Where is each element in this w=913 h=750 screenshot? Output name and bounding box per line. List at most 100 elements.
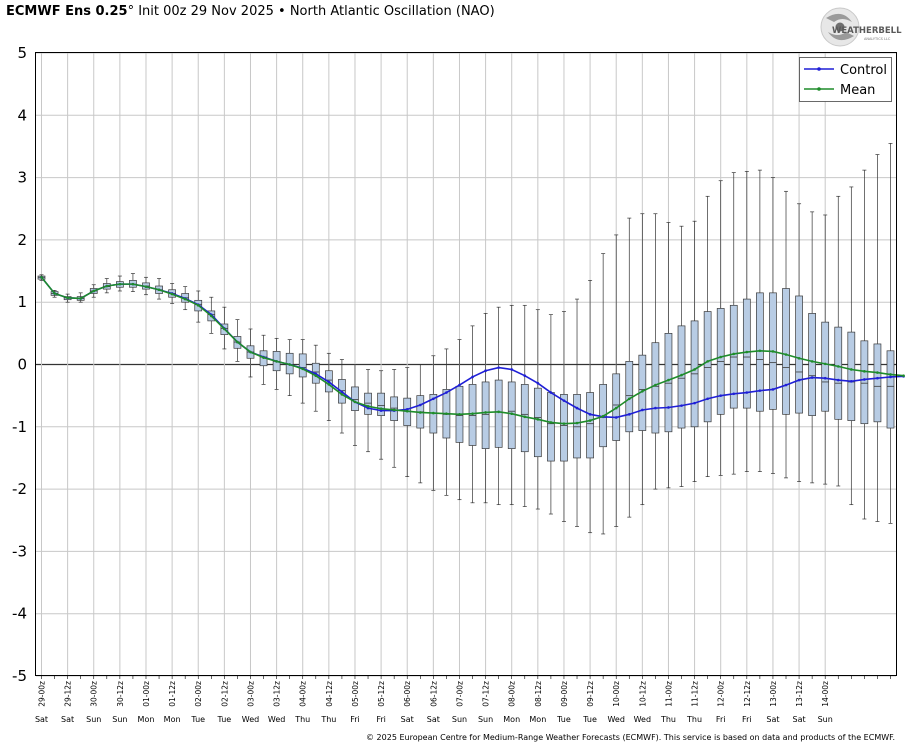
- box-iqr: [377, 392, 385, 416]
- series-point-mean: [236, 340, 239, 344]
- series-point-control: [850, 380, 853, 383]
- y-tick-label: -4: [12, 605, 27, 623]
- series-point-mean: [902, 374, 905, 378]
- series-point-control: [889, 375, 892, 379]
- series-point-control: [575, 406, 579, 410]
- x-tick-label: 06-12z: [429, 681, 438, 707]
- box-iqr: [494, 379, 503, 448]
- series-point-mean: [732, 352, 736, 356]
- y-tick-label: 2: [17, 231, 27, 249]
- x-day-label: Mon: [138, 715, 155, 724]
- x-day-label: Sat: [793, 715, 806, 724]
- y-tick-label: -5: [12, 667, 27, 685]
- series-point-mean: [523, 415, 527, 419]
- x-day-label: Thu: [686, 715, 702, 724]
- series-point-control: [732, 392, 736, 396]
- series-point-mean: [771, 350, 775, 353]
- series-point-mean: [823, 362, 827, 366]
- box-iqr: [351, 386, 359, 411]
- series-point-mean: [249, 350, 252, 354]
- box-iqr: [886, 350, 895, 429]
- series-point-mean: [66, 296, 69, 300]
- series-point-control: [497, 366, 500, 369]
- series-point-control: [641, 408, 644, 412]
- series-point-control: [797, 378, 801, 382]
- series-point-mean: [275, 360, 278, 363]
- x-day-label: Sun: [112, 715, 127, 724]
- series-point-control: [432, 397, 435, 401]
- x-tick-label: 09-00z: [560, 681, 569, 707]
- x-day-label: Fri: [742, 715, 752, 724]
- series-point-mean: [641, 389, 644, 393]
- series-point-mean: [458, 413, 461, 416]
- series-point-control: [654, 406, 657, 410]
- degree-sign: °: [127, 4, 135, 19]
- footer-copyright: © 2025 European Centre for Medium-Range …: [366, 733, 895, 742]
- series-point-control: [484, 369, 487, 373]
- x-day-label: Sat: [766, 715, 779, 724]
- series-point-control: [627, 413, 631, 416]
- box-iqr: [664, 333, 673, 433]
- x-tick-label: 04-00z: [299, 681, 308, 707]
- series-point-mean: [418, 411, 422, 414]
- x-day-label: Wed: [268, 715, 285, 724]
- series-point-control: [823, 376, 827, 380]
- x-tick-label: 29-00z: [38, 681, 47, 707]
- box-iqr: [298, 353, 307, 378]
- x-tick-label: 03-12z: [273, 681, 282, 707]
- x-tick-label: 30-00z: [90, 681, 99, 707]
- box-iqr: [795, 295, 803, 414]
- series-point-mean: [876, 371, 879, 374]
- series-point-mean: [353, 400, 357, 404]
- series-point-control: [614, 416, 618, 419]
- series-point-mean: [549, 421, 553, 424]
- series-point-control: [771, 388, 775, 391]
- series-point-mean: [105, 284, 109, 288]
- x-tick-label: 05-12z: [377, 681, 386, 707]
- series-point-mean: [745, 350, 749, 354]
- series-point-control: [719, 394, 722, 397]
- series-point-control: [510, 368, 514, 371]
- y-tick-label: 4: [17, 106, 27, 124]
- series-point-mean: [667, 378, 670, 382]
- y-tick-label: -1: [12, 418, 27, 436]
- box-iqr: [834, 326, 843, 420]
- x-tick-label: 04-12z: [325, 681, 334, 707]
- x-day-label: Sun: [86, 715, 101, 724]
- box-iqr: [847, 331, 856, 421]
- box-iqr: [703, 311, 712, 423]
- box-iqr: [573, 394, 581, 459]
- y-tick-label: 1: [17, 293, 27, 311]
- box-iqr: [677, 325, 686, 429]
- x-tick-label: 07-12z: [482, 681, 491, 707]
- series-point-mean: [301, 367, 305, 371]
- title-bullet: •: [273, 4, 290, 19]
- series-point-control: [458, 383, 461, 387]
- series-point-mean: [340, 393, 344, 396]
- x-tick-label: 11-00z: [664, 681, 673, 707]
- series-point-mean: [680, 373, 683, 377]
- legend-control-label: Control: [840, 63, 887, 78]
- box-iqr: [507, 381, 516, 449]
- series-point-control: [562, 399, 566, 402]
- x-tick-label: 09-12z: [586, 681, 595, 707]
- series-point-mean: [810, 360, 814, 363]
- series-point-mean: [131, 282, 135, 286]
- series-point-control: [863, 378, 866, 381]
- series-point-control: [327, 380, 331, 384]
- x-tick-label: 11-12z: [691, 681, 700, 707]
- series-point-mean: [144, 285, 148, 288]
- box-iqr: [586, 392, 594, 459]
- series-point-control: [810, 376, 814, 379]
- series-point-control: [549, 391, 553, 394]
- x-day-label: Wed: [242, 715, 259, 724]
- series-point-mean: [693, 368, 696, 371]
- x-tick-label: 08-12z: [534, 681, 543, 707]
- x-day-label: Mon: [164, 715, 181, 724]
- series-point-mean: [614, 406, 618, 410]
- series-point-mean: [118, 282, 122, 286]
- x-day-label: Mon: [503, 715, 520, 724]
- series-point-control: [379, 409, 383, 412]
- series-point-mean: [562, 422, 566, 425]
